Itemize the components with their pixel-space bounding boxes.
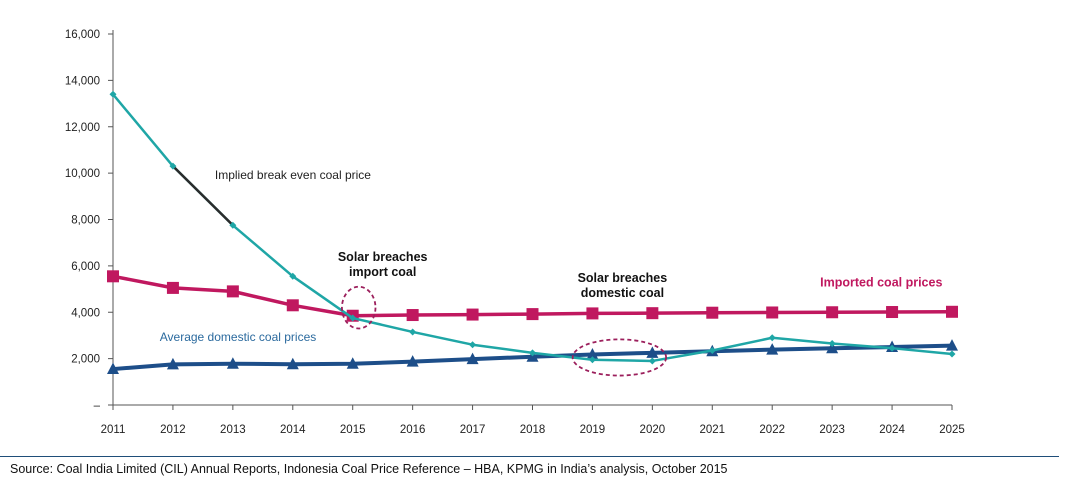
- domestic-price-marker: [946, 339, 958, 351]
- break-even-marker: [109, 90, 117, 98]
- x-tick-label: 2021: [699, 424, 725, 436]
- y-tick-label: –: [94, 400, 101, 412]
- domestic-price-marker: [466, 352, 479, 365]
- x-tick-label: 2024: [879, 424, 905, 436]
- break-even-marker: [169, 162, 177, 170]
- x-tick-label: 2025: [939, 424, 965, 436]
- break-even-marker: [289, 272, 297, 280]
- domestic-price-marker: [766, 343, 779, 355]
- imported-price-marker: [826, 306, 839, 319]
- domestic-price-marker: [346, 357, 359, 369]
- x-tick-label: 2017: [460, 424, 486, 436]
- domestic-price-marker: [226, 357, 239, 369]
- breach-annotation-line: Solar breaches: [338, 250, 428, 264]
- break-even-highlight-segment: [172, 165, 234, 227]
- series-annotation: Implied break even coal price: [215, 168, 371, 182]
- imported-price-marker: [466, 308, 479, 321]
- y-tick-label: 6,000: [71, 261, 100, 273]
- footer-divider: [0, 456, 1059, 457]
- domestic-price-marker: [107, 362, 119, 375]
- imported-price-marker: [226, 285, 239, 298]
- x-tick-label: 2016: [400, 424, 426, 436]
- break-even-marker: [948, 350, 956, 358]
- imported-price-marker: [166, 281, 179, 294]
- y-tick-label: 14,000: [65, 75, 100, 87]
- break-even-marker: [768, 334, 776, 342]
- x-tick-label: 2015: [340, 424, 366, 436]
- imported-price-marker: [766, 306, 779, 319]
- x-tick-label: 2022: [759, 424, 785, 436]
- x-tick-label: 2018: [520, 424, 546, 436]
- series-annotation: Average domestic coal prices: [160, 330, 317, 344]
- break-even-marker: [888, 344, 896, 352]
- break-even-marker: [469, 341, 477, 349]
- imported-price-marker: [706, 306, 719, 319]
- breach-highlight-circle-2: [571, 338, 668, 377]
- coal-price-chart: – 2,000 4,000 6,000 8,000 10,000 12,000 14,000 1…: [65, 29, 965, 436]
- imported-price-marker: [286, 299, 299, 312]
- domestic-price-marker: [286, 357, 299, 370]
- imported-price-marker: [886, 306, 899, 319]
- y-tick-label: 10,000: [65, 168, 100, 180]
- x-tick-label: 2012: [160, 424, 186, 436]
- imported-price-marker: [526, 308, 539, 321]
- y-tick-label: 4,000: [71, 307, 100, 319]
- y-tick-label: 12,000: [65, 122, 100, 134]
- domestic-price-marker: [406, 355, 419, 367]
- imported-price-marker: [946, 305, 958, 318]
- y-tick-label: 8,000: [71, 215, 100, 227]
- y-tick-label: 2,000: [71, 354, 100, 366]
- y-tick-label: 16,000: [65, 29, 100, 41]
- break-even-marker: [828, 340, 836, 348]
- x-tick-label: 2019: [580, 424, 606, 436]
- imported-price-marker: [586, 307, 599, 320]
- break-even-marker: [708, 347, 716, 355]
- imported-price-marker: [646, 307, 659, 320]
- series-line-diamond: [112, 93, 953, 363]
- x-tick-label: 2013: [220, 424, 246, 436]
- imported-price-marker: [107, 270, 119, 283]
- break-even-marker: [229, 221, 237, 229]
- x-tick-label: 2014: [280, 424, 306, 436]
- breach-annotation-line: import coal: [349, 265, 416, 279]
- domestic-price-marker: [826, 341, 839, 354]
- series-annotation: Imported coal prices: [820, 276, 942, 290]
- imported-price-marker: [406, 309, 419, 322]
- break-even-marker: [588, 356, 596, 364]
- break-even-marker: [409, 328, 417, 336]
- domestic-price-marker: [166, 357, 179, 370]
- x-tick-label: 2020: [640, 424, 666, 436]
- domestic-price-marker: [646, 346, 659, 358]
- break-even-marker: [648, 357, 656, 365]
- breach-annotation-line: domestic coal: [581, 286, 664, 300]
- x-tick-label: 2023: [819, 424, 845, 436]
- domestic-price-marker: [586, 347, 599, 360]
- x-tick-label: 2011: [101, 424, 126, 436]
- breach-highlight-circle-1: [341, 285, 377, 330]
- source-note: Source: Coal India Limited (CIL) Annual …: [10, 462, 728, 476]
- breach-annotation-line: Solar breaches: [578, 271, 668, 285]
- break-even-marker: [349, 314, 357, 322]
- break-even-marker: [529, 349, 536, 357]
